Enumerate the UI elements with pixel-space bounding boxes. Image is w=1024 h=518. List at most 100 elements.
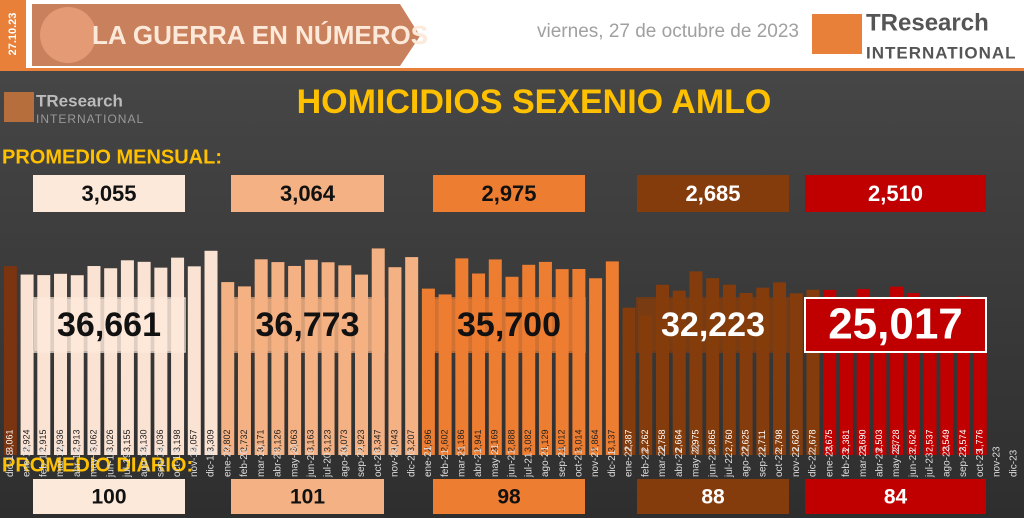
x-tick-label: dic-20 [406,449,417,477]
value-label: 2,690 [858,429,868,452]
total-value: 25,017 [828,300,963,349]
bar [254,259,268,455]
x-tick-label: abr-21 [473,448,484,477]
x-tick-label: mar-21 [456,445,467,477]
bar [455,258,469,455]
monthly-box [33,175,185,212]
value-label: 3,130 [139,429,149,452]
value-label: 3,061 [5,429,15,452]
daily-value: 100 [91,486,126,509]
header-rule [0,68,1024,71]
x-tick-label: jul-19 [122,452,133,478]
x-tick-label: jun-21 [507,449,518,478]
value-label: 2,924 [21,429,31,452]
watermark-name: TResearch [36,91,123,110]
x-tick-label: mar-20 [256,445,267,477]
value-label: 3,057 [189,429,199,452]
bar [405,257,419,455]
banner-bg [32,4,420,66]
bar [789,293,803,455]
x-tick-label: ene-22 [624,445,635,477]
logo-sub: INTERNATIONAL [866,43,1017,62]
total-box [432,297,586,353]
chart-title: HOMICIDIOS SEXENIO AMLO [297,83,772,121]
bar [538,261,552,455]
monthly-value: 3,055 [81,181,136,206]
value-label: 3,207 [406,429,416,452]
total-box [32,297,186,353]
x-tick-label: dic-22 [808,449,819,477]
total-value: 35,700 [457,306,561,344]
monthly-value: 2,685 [685,181,740,206]
x-tick-label: mar-22 [657,445,668,477]
bar [973,345,987,455]
x-tick-label: jun-20 [306,449,317,478]
value-label: 3,137 [607,429,617,452]
total-box [636,297,790,353]
x-tick-label: abr-23 [875,448,886,477]
value-label: 3,062 [88,429,98,452]
value-label: 2,574 [958,429,968,452]
value-label: 2,975 [690,429,700,452]
value-label: 2,798 [774,429,784,452]
x-tick-label: dic-18 [5,449,16,477]
daily-box [805,479,986,514]
bar [321,262,335,455]
x-tick-label: feb-20 [239,448,250,477]
x-tick-label: mar-19 [55,445,66,477]
value-label: 3,036 [155,429,165,452]
total-value: 32,223 [661,306,765,344]
value-label: 3,123 [322,429,332,452]
value-label: 2,602 [439,429,449,452]
monthly-value: 2,975 [481,181,536,206]
value-label: 3,012 [557,429,567,452]
x-tick-label: may-19 [89,443,100,477]
value-label: 1,776 [975,429,985,452]
value-label: 3,171 [256,429,266,452]
bar [20,274,34,455]
value-label: 2,549 [941,429,951,452]
x-tick-label: oct-23 [975,449,986,477]
watermark-sub: INTERNATIONAL [36,112,144,126]
daily-box [33,479,185,514]
bar [555,269,569,455]
daily-value: 84 [884,486,908,509]
bar [488,259,502,455]
value-label: 2,537 [924,429,934,452]
bar [288,265,302,455]
bar [304,259,318,455]
logo-name: TResearch [866,9,989,36]
bar [388,267,402,455]
x-tick-label: oct-22 [774,449,785,477]
value-label: 2,503 [874,429,884,452]
value-label: 2,387 [623,429,633,452]
x-tick-label: feb-21 [440,448,451,477]
x-tick-label: abr-19 [72,448,83,477]
value-label: 3,014 [573,429,583,452]
total-box [804,297,987,353]
total-box-fill [232,299,383,351]
x-tick-label: jul-20 [323,452,334,478]
value-label: 3,063 [289,429,299,452]
x-tick-label: ene-19 [22,445,33,477]
x-tick-label: abr-20 [273,448,284,477]
x-tick-label: may-21 [490,443,501,477]
x-tick-label: jun-19 [105,449,116,478]
x-tick-label: sep-19 [155,446,166,477]
total-value: 36,773 [256,306,360,344]
daily-box [433,479,585,514]
daily-label: PROMEDIO DIARIO: [2,454,193,476]
x-tick-label: ago-23 [941,445,952,477]
x-tick-label: oct-21 [574,449,585,477]
bar [622,307,636,455]
value-label: 3,347 [373,429,383,452]
bar [689,271,703,455]
value-label: 3,043 [389,429,399,452]
monthly-box [231,175,384,212]
x-tick-label: jul-23 [925,452,936,478]
total-value: 36,661 [57,306,161,344]
x-tick-label: feb-23 [841,448,852,477]
monthly-box [433,175,585,212]
value-label: 3,073 [339,429,349,452]
x-tick-label: mar-23 [858,445,869,477]
